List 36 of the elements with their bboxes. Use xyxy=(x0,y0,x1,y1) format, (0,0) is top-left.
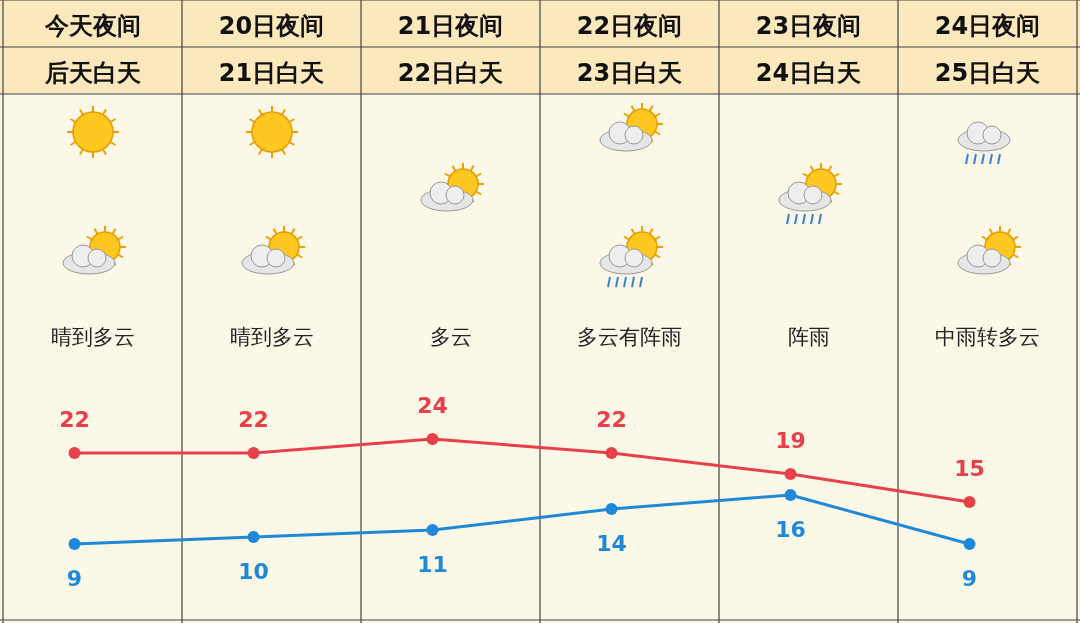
point xyxy=(247,531,260,543)
text: 晴到多云 xyxy=(229,325,314,349)
x-tick-label: 21日夜间22日白天 xyxy=(397,12,504,87)
text: 阵雨 xyxy=(787,325,830,349)
point xyxy=(963,496,976,508)
text: 多云 xyxy=(429,325,472,349)
x-tick-label: 22日夜间23日白天 xyxy=(576,12,683,87)
point xyxy=(68,538,81,550)
data-label: 19 xyxy=(775,428,806,453)
point xyxy=(784,468,797,480)
point xyxy=(784,489,797,501)
point xyxy=(426,433,439,445)
x-tick-label: 20日夜间21日白天 xyxy=(218,12,325,87)
data-label: 22 xyxy=(59,407,90,432)
x-tick-label: 23日夜间24日白天 xyxy=(755,12,862,87)
data-label: 22 xyxy=(596,407,627,432)
x-tick-label: 24日夜间25日白天 xyxy=(934,12,1041,87)
point xyxy=(605,503,618,515)
point xyxy=(963,538,976,550)
text: 中雨转多云 xyxy=(935,325,1040,349)
point xyxy=(605,447,618,459)
data-label: 9 xyxy=(961,566,978,591)
text: 多云有阵雨 xyxy=(577,325,682,349)
data-label: 24 xyxy=(417,393,448,418)
x-tick-label: 今天夜间后天白天 xyxy=(43,12,141,87)
data-label: 22 xyxy=(238,407,269,432)
data-label: 11 xyxy=(417,552,448,577)
point xyxy=(426,524,439,536)
data-label: 14 xyxy=(596,531,627,556)
data-label: 16 xyxy=(775,517,806,542)
data-label: 10 xyxy=(238,559,269,584)
point xyxy=(247,447,260,459)
text: 晴到多云 xyxy=(50,325,135,349)
point xyxy=(68,447,81,459)
data-label: 9 xyxy=(66,566,83,591)
data-label: 15 xyxy=(954,456,985,481)
